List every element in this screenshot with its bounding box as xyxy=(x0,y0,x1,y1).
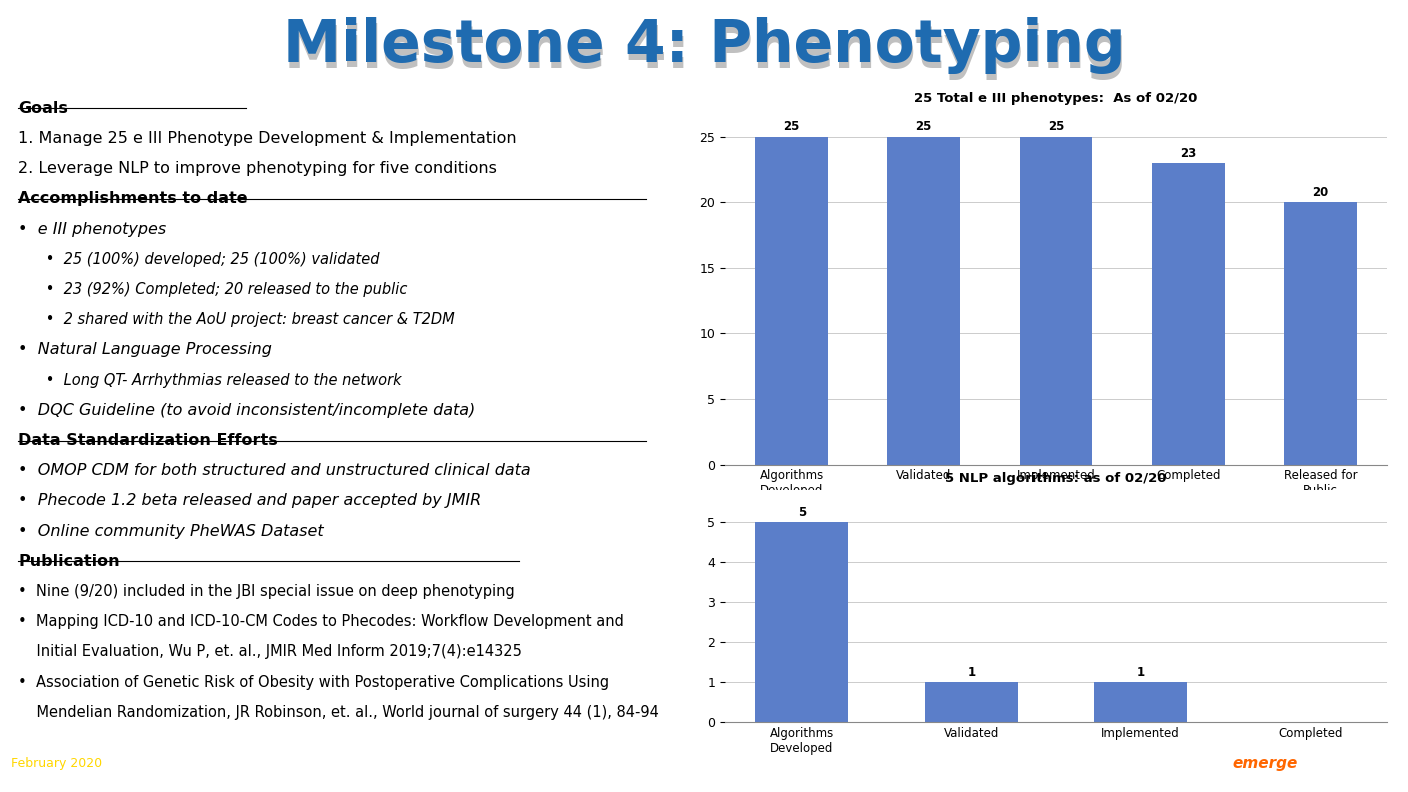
Text: Publication: Publication xyxy=(18,554,120,569)
Bar xyxy=(755,137,828,465)
Bar xyxy=(1152,163,1225,465)
Text: •  OMOP CDM for both structured and unstructured clinical data: • OMOP CDM for both structured and unstr… xyxy=(18,463,531,478)
Text: network: network xyxy=(1302,756,1378,771)
Text: February 2020: February 2020 xyxy=(11,757,103,770)
Text: Milestone 4: Phenotyping: Milestone 4: Phenotyping xyxy=(284,22,1126,79)
Text: Goals: Goals xyxy=(18,101,68,116)
Bar xyxy=(887,137,960,465)
Text: 1: 1 xyxy=(1136,666,1145,679)
Text: 25: 25 xyxy=(915,120,932,133)
Text: •  Online community PheWAS Dataset: • Online community PheWAS Dataset xyxy=(18,524,324,539)
Text: 25: 25 xyxy=(1048,120,1064,133)
Text: 5: 5 xyxy=(798,506,805,519)
Text: 25: 25 xyxy=(783,120,800,133)
Text: •  Phecode 1.2 beta released and paper accepted by JMIR: • Phecode 1.2 beta released and paper ac… xyxy=(18,493,482,508)
Text: •  23 (92%) Completed; 20 released to the public: • 23 (92%) Completed; 20 released to the… xyxy=(18,282,407,297)
Bar xyxy=(925,682,1018,722)
Text: •  Long QT- Arrhythmias released to the network: • Long QT- Arrhythmias released to the n… xyxy=(18,372,401,387)
Text: 1: 1 xyxy=(967,666,976,679)
Text: Mendelian Randomization, JR Robinson, et. al., World journal of surgery 44 (1), : Mendelian Randomization, JR Robinson, et… xyxy=(18,705,659,720)
Text: 11: 11 xyxy=(696,756,712,771)
Text: Accomplishments to date: Accomplishments to date xyxy=(18,192,248,207)
Text: •  DQC Guideline (to avoid inconsistent/incomplete data): • DQC Guideline (to avoid inconsistent/i… xyxy=(18,403,476,417)
Text: 23: 23 xyxy=(1180,147,1197,159)
Bar xyxy=(1019,137,1093,465)
Text: 1. Manage 25 e III Phenotype Development & Implementation: 1. Manage 25 e III Phenotype Development… xyxy=(18,131,517,146)
Text: •  25 (100%) developed; 25 (100%) validated: • 25 (100%) developed; 25 (100%) validat… xyxy=(18,252,380,267)
Title: 5 NLP algorithms: as of 02/20: 5 NLP algorithms: as of 02/20 xyxy=(945,472,1167,485)
Title: 25 Total e III phenotypes:  As of 02/20: 25 Total e III phenotypes: As of 02/20 xyxy=(914,92,1198,105)
Text: •  Nine (9/20) included in the JBI special issue on deep phenotyping: • Nine (9/20) included in the JBI specia… xyxy=(18,584,515,599)
Text: •  Association of Genetic Risk of Obesity with Postoperative Complications Using: • Association of Genetic Risk of Obesity… xyxy=(18,675,610,690)
Bar xyxy=(1094,682,1187,722)
Text: Milestone 4: Phenotyping: Milestone 4: Phenotyping xyxy=(283,17,1125,74)
Text: Data Standardization Efforts: Data Standardization Efforts xyxy=(18,433,277,448)
Bar xyxy=(755,522,849,722)
Text: emerge: emerge xyxy=(1232,756,1297,771)
Text: •  Mapping ICD-10 and ICD-10-CM Codes to Phecodes: Workflow Development and: • Mapping ICD-10 and ICD-10-CM Codes to … xyxy=(18,614,624,629)
Text: Initial Evaluation, Wu P, et. al., JMIR Med Inform 2019;7(4):e14325: Initial Evaluation, Wu P, et. al., JMIR … xyxy=(18,645,522,660)
Text: 2. Leverage NLP to improve phenotyping for five conditions: 2. Leverage NLP to improve phenotyping f… xyxy=(18,161,497,176)
Text: •  Natural Language Processing: • Natural Language Processing xyxy=(18,342,272,357)
Bar xyxy=(1284,202,1357,465)
Text: •  2 shared with the AoU project: breast cancer & T2DM: • 2 shared with the AoU project: breast … xyxy=(18,312,455,327)
Text: •  e III phenotypes: • e III phenotypes xyxy=(18,222,166,237)
Text: Final deliverables: Final deliverables xyxy=(141,757,269,770)
Text: 20: 20 xyxy=(1312,186,1329,199)
